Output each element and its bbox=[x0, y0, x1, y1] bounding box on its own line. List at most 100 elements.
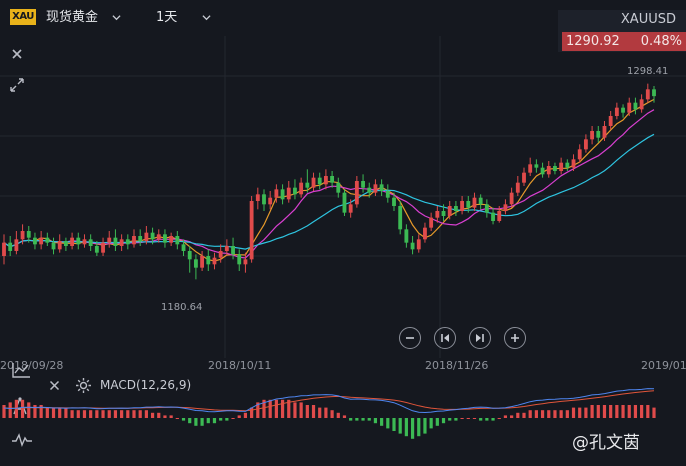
macd-bar bbox=[120, 410, 124, 418]
macd-bar bbox=[522, 412, 526, 418]
candle-body bbox=[583, 139, 588, 150]
zoom-in-button[interactable] bbox=[504, 327, 526, 349]
trend-wave-icon[interactable] bbox=[11, 432, 33, 448]
macd-bar bbox=[318, 407, 322, 418]
macd-bar bbox=[472, 418, 477, 419]
macd-bar bbox=[547, 410, 551, 418]
macd-bar bbox=[132, 410, 136, 418]
macd-bar bbox=[256, 402, 260, 418]
macd-bar bbox=[361, 418, 365, 421]
macd-bar bbox=[602, 405, 607, 418]
candle-body bbox=[101, 242, 105, 253]
macd-bar bbox=[200, 418, 204, 426]
macd-bar bbox=[540, 410, 545, 418]
zoom-out-button[interactable] bbox=[399, 327, 421, 349]
macd-bar bbox=[392, 418, 396, 431]
candle-body bbox=[472, 197, 477, 208]
forward-button[interactable] bbox=[469, 327, 491, 349]
candle-body bbox=[206, 256, 211, 265]
candle-body bbox=[45, 237, 50, 243]
candle-body bbox=[559, 162, 564, 171]
last-price: 1290.92 bbox=[566, 34, 620, 49]
candle-body bbox=[82, 239, 87, 245]
macd-bar bbox=[89, 410, 93, 418]
candle-body bbox=[138, 236, 143, 241]
candle-body bbox=[336, 182, 341, 193]
macd-bar bbox=[466, 418, 470, 419]
macd-bar bbox=[553, 410, 557, 418]
candle-body bbox=[627, 102, 632, 113]
macd-bar bbox=[435, 418, 439, 426]
x-axis-label-3: 2019/01 bbox=[641, 359, 686, 372]
macd-bar bbox=[386, 418, 390, 429]
candle-body bbox=[218, 251, 223, 258]
gear-icon[interactable] bbox=[75, 377, 92, 394]
candle-body bbox=[268, 197, 273, 205]
candle-body bbox=[416, 239, 421, 250]
macd-bar bbox=[231, 418, 235, 419]
indicator-chart-icon[interactable] bbox=[11, 362, 31, 378]
macd-bar bbox=[349, 418, 353, 421]
macd-bar bbox=[571, 407, 576, 418]
candle-body bbox=[639, 99, 644, 110]
expand-icon[interactable] bbox=[10, 78, 24, 92]
candle-body bbox=[522, 172, 526, 183]
macd-bar bbox=[578, 407, 582, 418]
macd-bar bbox=[157, 412, 161, 418]
candle-body bbox=[113, 237, 118, 246]
rewind-button[interactable] bbox=[434, 327, 456, 349]
macd-bar bbox=[212, 418, 217, 424]
candle-body bbox=[534, 164, 539, 168]
candle-body bbox=[398, 206, 403, 230]
macd-bar bbox=[138, 410, 142, 418]
macd-bar bbox=[615, 405, 619, 418]
indicator-close-icon[interactable] bbox=[49, 380, 60, 391]
candle-body bbox=[262, 194, 266, 205]
candle-body bbox=[367, 187, 372, 193]
instrument-chevron-down-icon[interactable] bbox=[112, 13, 121, 22]
price-chart bbox=[0, 36, 686, 358]
macd-bar bbox=[311, 405, 316, 418]
candle-body bbox=[379, 184, 384, 191]
macd-bar bbox=[404, 418, 408, 437]
period-selector[interactable]: 1天 bbox=[156, 10, 178, 25]
macd-bar bbox=[268, 399, 272, 418]
macd-bar bbox=[534, 410, 538, 418]
candle-body bbox=[317, 177, 322, 185]
candle-body bbox=[181, 244, 186, 251]
macd-bar bbox=[188, 418, 192, 424]
macd-bar bbox=[39, 405, 43, 418]
macd-bar bbox=[596, 405, 600, 418]
candle-body bbox=[163, 234, 167, 243]
candle-body bbox=[460, 201, 465, 211]
macd-chart bbox=[2, 388, 656, 439]
candle-body bbox=[565, 162, 570, 168]
macd-bar bbox=[219, 418, 223, 421]
candle-body bbox=[107, 237, 112, 243]
macd-bar bbox=[64, 407, 68, 418]
candle-body bbox=[14, 239, 19, 251]
max-price-label: 1298.41 bbox=[627, 66, 669, 77]
macd-bar bbox=[528, 410, 532, 418]
macd-bar bbox=[163, 415, 167, 418]
macd-bar bbox=[76, 410, 80, 418]
candle-body bbox=[249, 201, 254, 260]
instrument-selector[interactable]: 现货黄金 bbox=[46, 10, 99, 25]
macd-dif-line bbox=[3, 388, 655, 414]
candle-body bbox=[293, 187, 297, 195]
macd-bar bbox=[225, 418, 229, 421]
macd-bar bbox=[342, 415, 347, 418]
candle-body bbox=[602, 126, 607, 138]
macd-bar bbox=[250, 407, 254, 418]
macd-bar bbox=[206, 418, 210, 424]
close-icon[interactable] bbox=[11, 48, 23, 60]
macd-bar bbox=[590, 405, 594, 418]
candle-body bbox=[200, 256, 205, 268]
macd-bar bbox=[70, 410, 74, 418]
candle-body bbox=[348, 204, 353, 213]
macd-bar bbox=[380, 418, 384, 426]
macd-bar bbox=[417, 418, 421, 437]
x-axis-label-2: 2018/11/26 bbox=[425, 359, 489, 372]
candle-body bbox=[385, 191, 390, 198]
period-chevron-down-icon[interactable] bbox=[202, 13, 211, 22]
